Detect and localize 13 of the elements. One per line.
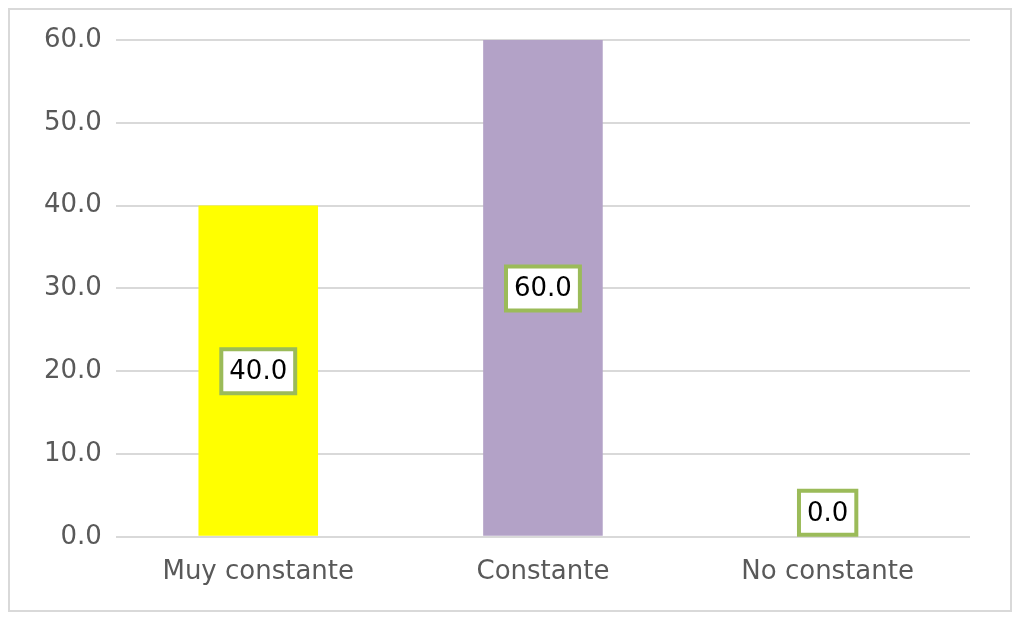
y-tick-label: 50.0 — [44, 105, 102, 136]
y-tick-label: 10.0 — [44, 436, 102, 467]
y-tick-label: 60.0 — [44, 22, 102, 53]
x-tick-label: Constante — [476, 555, 610, 586]
data-label: 40.0 — [229, 354, 288, 385]
y-tick-label: 20.0 — [44, 353, 102, 384]
data-label: 60.0 — [514, 272, 572, 303]
data-label: 0.0 — [806, 496, 849, 527]
x-tick-label: Muy constante — [162, 555, 355, 586]
y-tick-label: 40.0 — [44, 188, 102, 219]
y-tick-label: 0.0 — [60, 519, 102, 550]
x-tick-label: No constante — [741, 555, 914, 586]
y-tick-label: 30.0 — [44, 271, 102, 302]
